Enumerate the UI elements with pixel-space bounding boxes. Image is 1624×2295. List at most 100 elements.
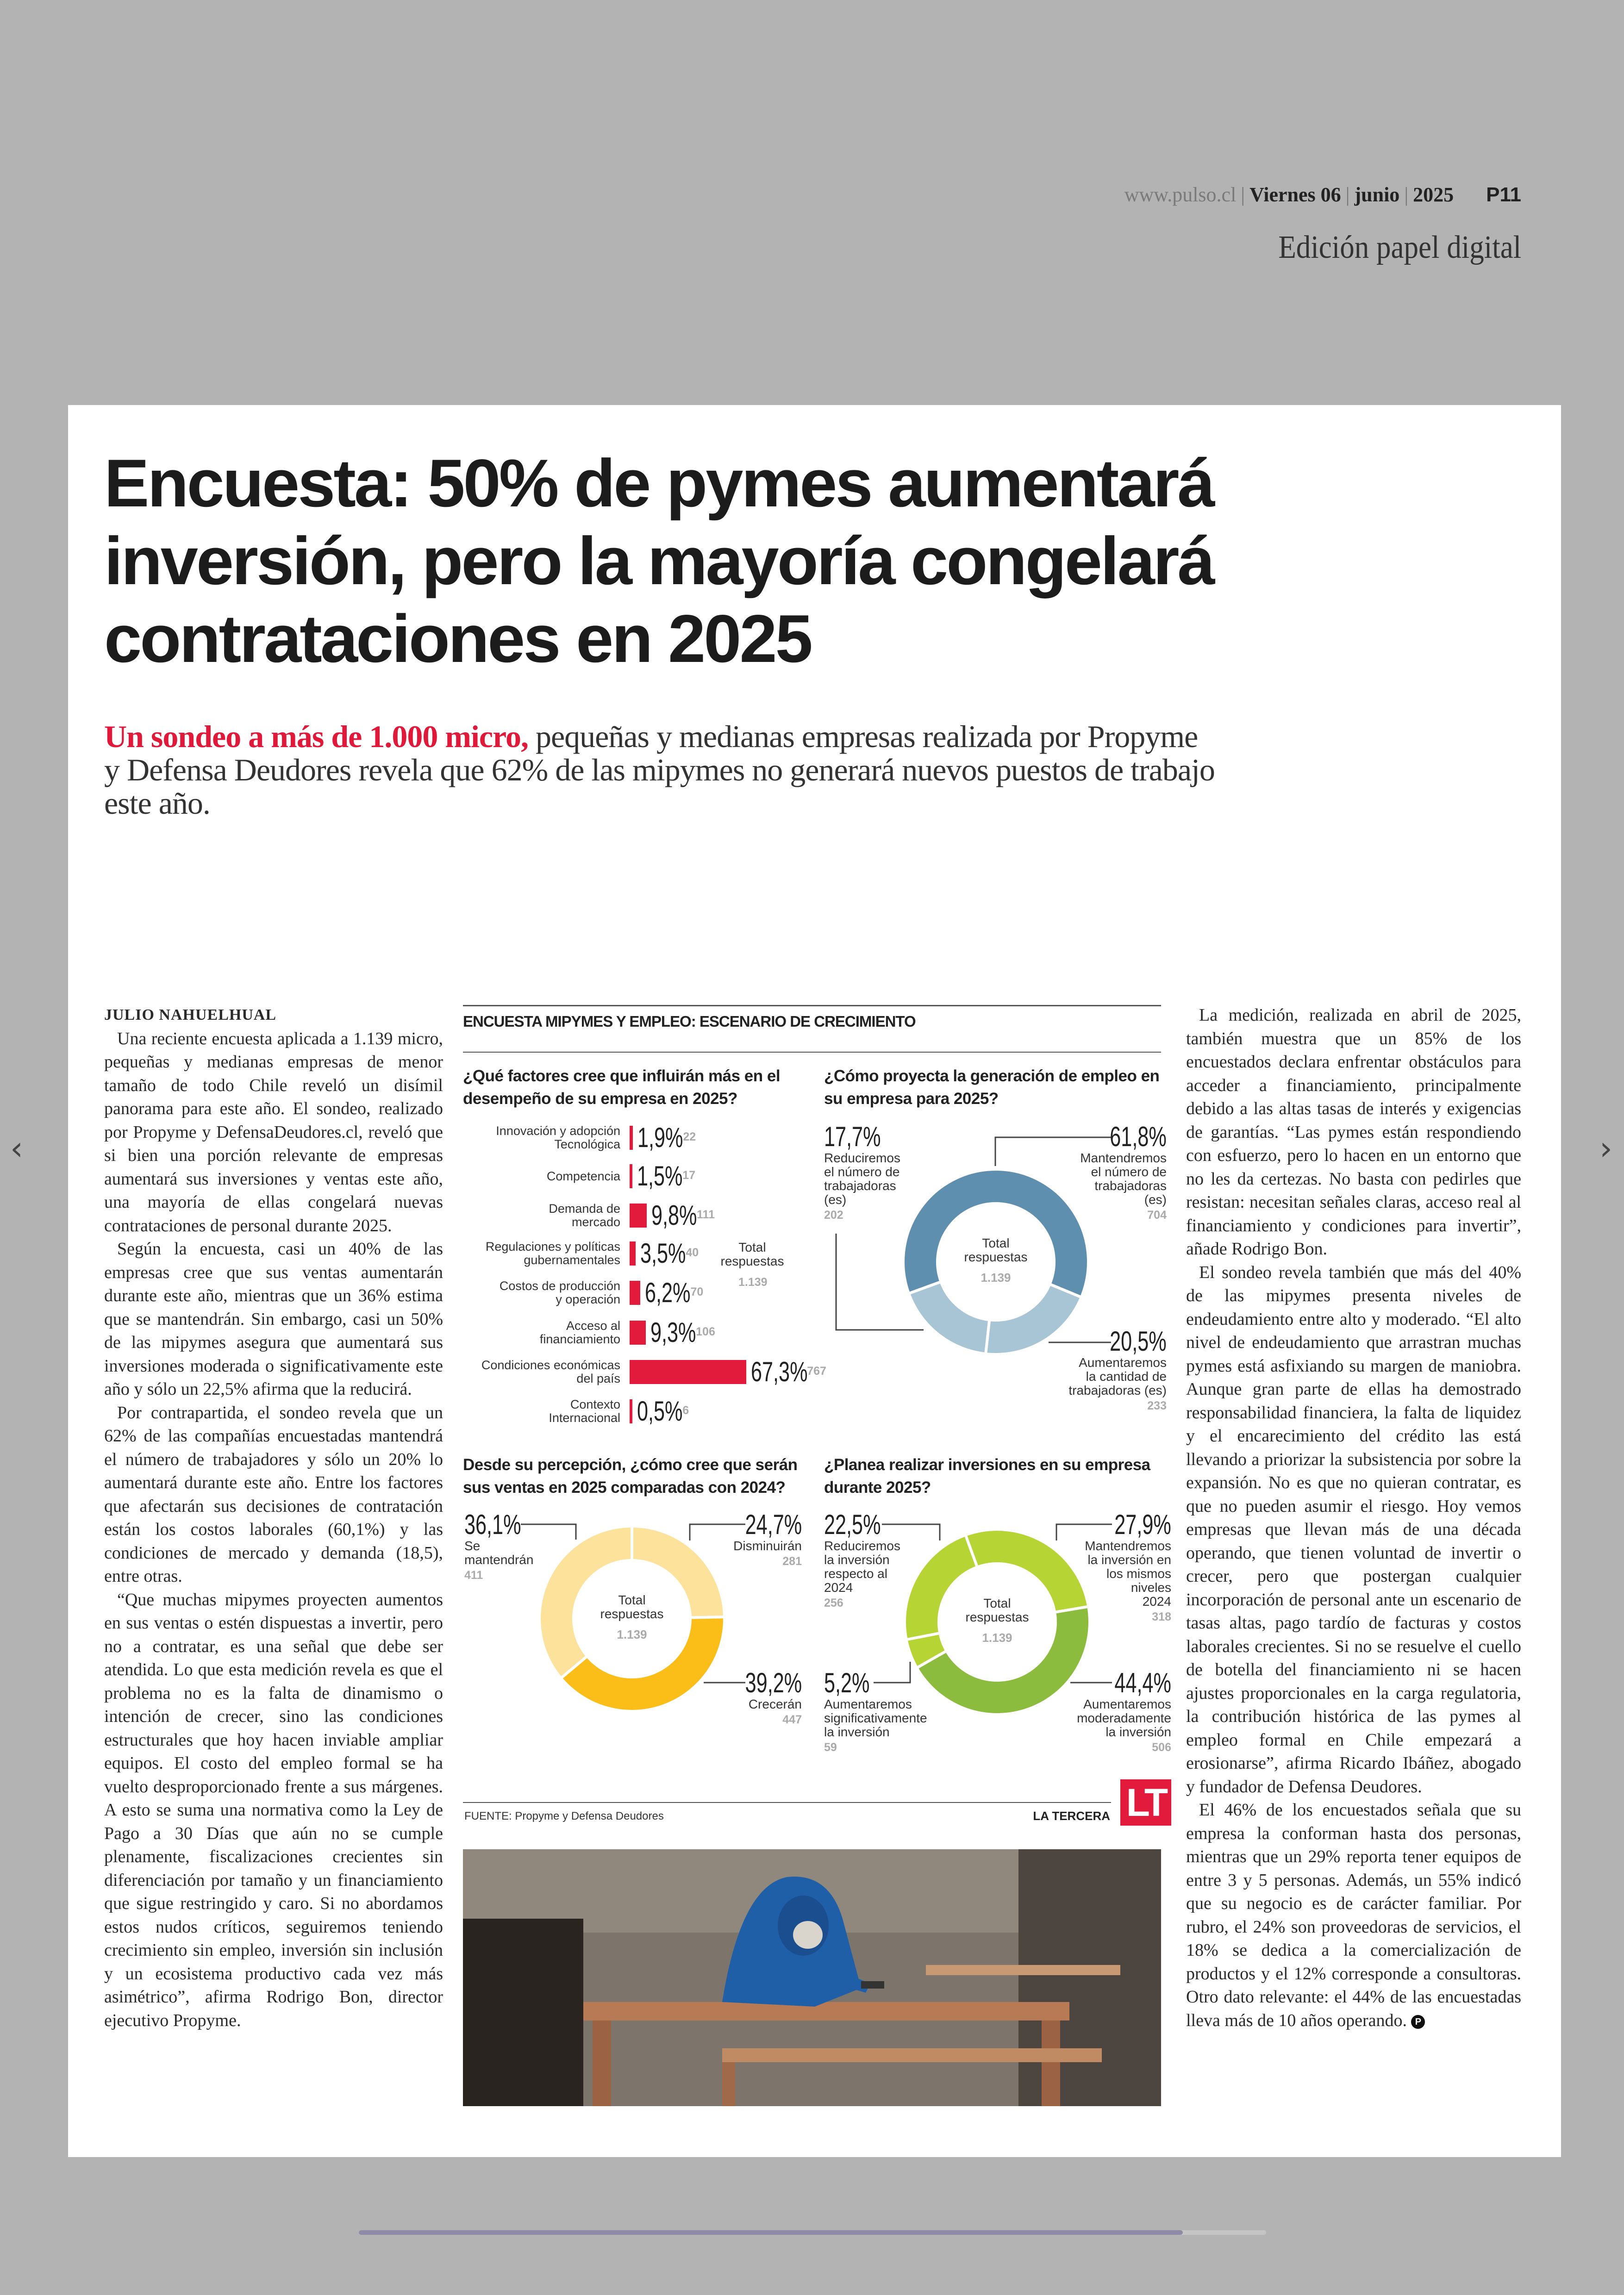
graphic-title: ENCUESTA MIPYMES Y EMPLEO: ESCENARIO DE … <box>463 1013 916 1030</box>
segment-label: Aumentaremos significativamente la inver… <box>824 1697 927 1739</box>
segment-value-label: 5,2% <box>824 1667 870 1698</box>
total-responses-label: Total respuestas <box>965 1596 1029 1624</box>
segment-count: 59 <box>824 1741 837 1754</box>
page-number: P11 <box>1486 183 1521 206</box>
donut-label: 24,7% Disminuirán 281 <box>723 1510 802 1568</box>
bar <box>630 1399 632 1423</box>
segment-count: 506 <box>1152 1741 1171 1754</box>
donut-segment <box>963 1528 1090 1614</box>
bar-label: Contexto Internacional <box>549 1397 620 1425</box>
chevron-right-icon[interactable]: › <box>1599 1129 1612 1167</box>
graphic-bottom-rule <box>463 1802 1111 1803</box>
bar-label: Innovación y adopción Tecnológica <box>496 1124 620 1151</box>
date-day: Viernes 06 <box>1249 183 1341 206</box>
segment-label: Reduciremos el número de trabajadoras (e… <box>824 1151 900 1207</box>
segment-value-label: 22,5% <box>824 1509 881 1540</box>
segment-count: 281 <box>782 1555 802 1568</box>
source-note: FUENTE: Propyme y Defensa Deudores <box>464 1810 664 1822</box>
segment-count: 411 <box>464 1569 483 1582</box>
chart-title-sales: Desde su percepción, ¿cómo cree que será… <box>463 1456 798 1497</box>
bar-value-label: 9,3% <box>650 1317 696 1348</box>
page-header: www.pulso.cl | Viernes 06 | junio | 2025 P11 <box>1124 183 1521 206</box>
segment-count: 233 <box>1147 1399 1167 1412</box>
donut-label: 36,1% Se mantendrán 411 <box>464 1510 543 1582</box>
bar-label: Acceso al financiamiento <box>539 1319 620 1346</box>
segment-label: Aumentaremos moderadamente la inversión <box>1077 1697 1171 1739</box>
segment-label: Se mantendrán <box>464 1539 534 1567</box>
segment-count: 704 <box>1147 1209 1167 1222</box>
segment-value-label: 61,8% <box>1110 1121 1167 1152</box>
bar-value-label: 9,8% <box>651 1200 697 1231</box>
divider: | <box>1345 183 1350 206</box>
bar <box>630 1241 636 1266</box>
byline: JULIO NAHUELHUAL <box>104 1006 277 1023</box>
bar <box>630 1321 646 1345</box>
paragraph: Por contrapartida, el sondeo revela que … <box>104 1403 443 1586</box>
scrollbar-thumb[interactable] <box>359 2230 1183 2235</box>
paragraph-text: El 46% de los encuestados señala que su … <box>1186 1800 1521 2030</box>
donut-label: 5,2% Aumentaremos significativamente la i… <box>824 1669 927 1754</box>
donut-label: 39,2% Crecerán 447 <box>723 1669 802 1727</box>
bar-label: Competencia <box>546 1169 620 1183</box>
paragraph: El sondeo revela también que más del 40%… <box>1186 1262 1521 1796</box>
article-column-right: La medición, realizada en abril de 2025,… <box>1186 1004 1521 2032</box>
date-year: 2025 <box>1413 183 1454 206</box>
bar-value-label: 6,2% <box>645 1277 691 1308</box>
donut-segment <box>902 1168 1090 1299</box>
donut-label: 44,4% Aumentaremos moderadamente la inver… <box>1077 1669 1171 1754</box>
edition-label: Edición papel digital <box>1278 230 1521 265</box>
chart-title-factors: ¿Qué factores cree que influirán más en … <box>463 1067 781 1108</box>
segment-label: Mantendremos la inversión en los mismos … <box>1085 1539 1171 1609</box>
chart-title-employment: ¿Cómo proyecta la generación de empleo e… <box>824 1067 1160 1108</box>
la-tercera-logo: LT <box>1120 1779 1171 1826</box>
end-mark-icon: P <box>1411 2014 1425 2029</box>
bar-value-label: 1,9% <box>637 1122 683 1153</box>
donut-label: 22,5% Reduciremos la inversión respecto a… <box>824 1510 903 1610</box>
graphic-title-rule <box>463 1052 1161 1053</box>
donut-center-label: Total respuestas 1.139 <box>937 1597 1057 1645</box>
bar-count-label: 106 <box>696 1325 715 1338</box>
segment-value-label: 36,1% <box>464 1509 521 1540</box>
bar <box>630 1204 647 1228</box>
divider: | <box>1404 183 1409 206</box>
segment-count: 256 <box>824 1597 843 1609</box>
bar-value-label: 1,5% <box>637 1160 683 1191</box>
site-url[interactable]: www.pulso.cl <box>1124 183 1237 206</box>
bar-label: Regulaciones y políticas gubernamentales <box>485 1240 620 1267</box>
segment-label: Mantendremos el número de trabajadoras (… <box>1080 1151 1167 1207</box>
segment-value-label: 27,9% <box>1114 1509 1171 1540</box>
donut-segment <box>984 1282 1083 1356</box>
bar-value-label: 3,5% <box>640 1238 686 1269</box>
deck-text: pequeñas y medianas empresas realizada p… <box>104 719 1215 821</box>
workshop-photo <box>463 1849 1161 2106</box>
bar <box>630 1360 747 1384</box>
bar-value-label: 0,5% <box>637 1396 683 1427</box>
total-responses-value: 1.139 <box>982 1631 1012 1645</box>
segment-value-label: 17,7% <box>824 1121 881 1152</box>
total-responses-value: 1.139 <box>981 1271 1011 1285</box>
chevron-left-icon[interactable]: ‹ <box>10 1129 23 1167</box>
headline: Encuesta: 50% de pymes aumentará inversi… <box>104 445 1215 676</box>
total-responses-label: Total respuestas <box>600 1593 664 1621</box>
date-month: junio <box>1354 183 1400 206</box>
donut-segment <box>915 1605 1091 1716</box>
leader-line <box>521 1523 577 1540</box>
brand-name: LA TERCERA <box>1033 1809 1110 1823</box>
graphic-top-rule <box>463 1005 1161 1006</box>
segment-count: 318 <box>1152 1610 1171 1623</box>
photo-worker-icon <box>463 1849 1161 2106</box>
divider: | <box>1241 183 1245 206</box>
deck: Un sondeo a más de 1.000 micro, pequeñas… <box>104 720 1215 820</box>
donut-segment <box>538 1524 633 1680</box>
paragraph: Según la encuesta, casi un 40% de las em… <box>104 1239 443 1399</box>
total-responses-label: Total respuestas <box>720 1240 784 1268</box>
leader-line <box>689 1523 745 1540</box>
bar-count-label: 111 <box>697 1208 715 1221</box>
paragraph: El 46% de los encuestados señala que su … <box>1186 1798 1521 2032</box>
segment-value-label: 39,2% <box>745 1667 802 1698</box>
segment-label: Aumentaremos la cantidad de trabajadoras… <box>1068 1355 1167 1397</box>
segment-value-label: 44,4% <box>1114 1667 1171 1698</box>
total-responses-value: 1.139 <box>738 1276 768 1289</box>
segment-label: Reduciremos la inversión respecto al 202… <box>824 1539 900 1595</box>
donut-label: 27,9% Mantendremos la inversión en los mi… <box>1085 1510 1171 1624</box>
